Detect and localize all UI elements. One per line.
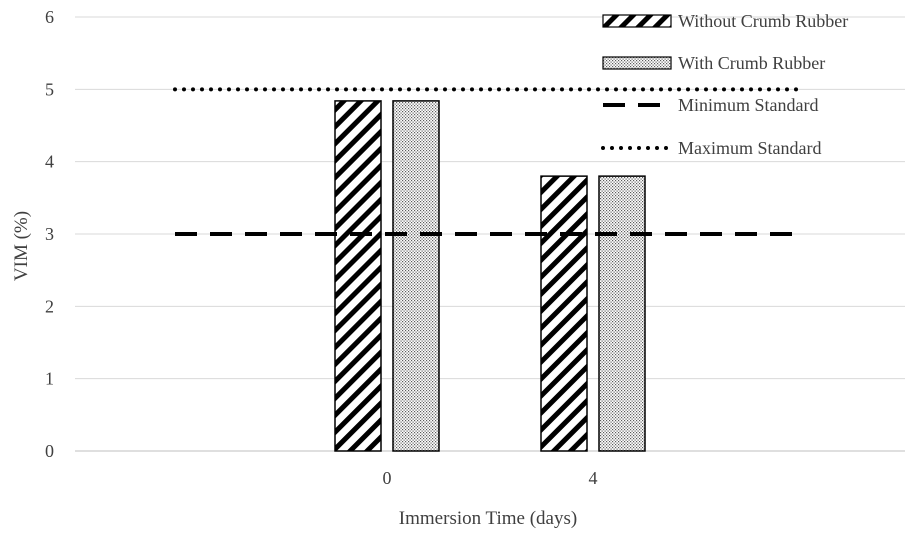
legend: Without Crumb Rubber With Crumb Rubber Min…: [601, 11, 848, 158]
legend-swatch: [602, 56, 672, 70]
bar: [598, 175, 646, 452]
legend-swatch: [602, 14, 672, 28]
x-tick-label: 4: [589, 468, 598, 488]
bar: [392, 100, 440, 452]
x-tick-label: 0: [383, 468, 392, 488]
y-tick-label: 1: [45, 369, 54, 389]
y-tick-label: 3: [45, 224, 54, 244]
y-tick-label: 5: [45, 79, 54, 99]
y-tick-label: 6: [45, 7, 54, 27]
reference-lines: [173, 87, 802, 236]
legend-label: With Crumb Rubber: [678, 53, 825, 73]
y-tick-label: 2: [45, 296, 54, 316]
bar: [334, 100, 382, 452]
y-axis-ticks: 0 1 2 3 4 5 6: [45, 7, 54, 461]
x-axis-title: Immersion Time (days): [399, 508, 577, 529]
y-tick-label: 0: [45, 441, 54, 461]
bar: [540, 175, 588, 452]
legend-label: Maximum Standard: [678, 138, 821, 158]
legend-label: Without Crumb Rubber: [678, 11, 848, 31]
y-axis-title: VIM (%): [11, 211, 32, 281]
y-tick-label: 4: [45, 152, 54, 172]
bars: [334, 100, 646, 452]
legend-label: Minimum Standard: [678, 95, 819, 115]
